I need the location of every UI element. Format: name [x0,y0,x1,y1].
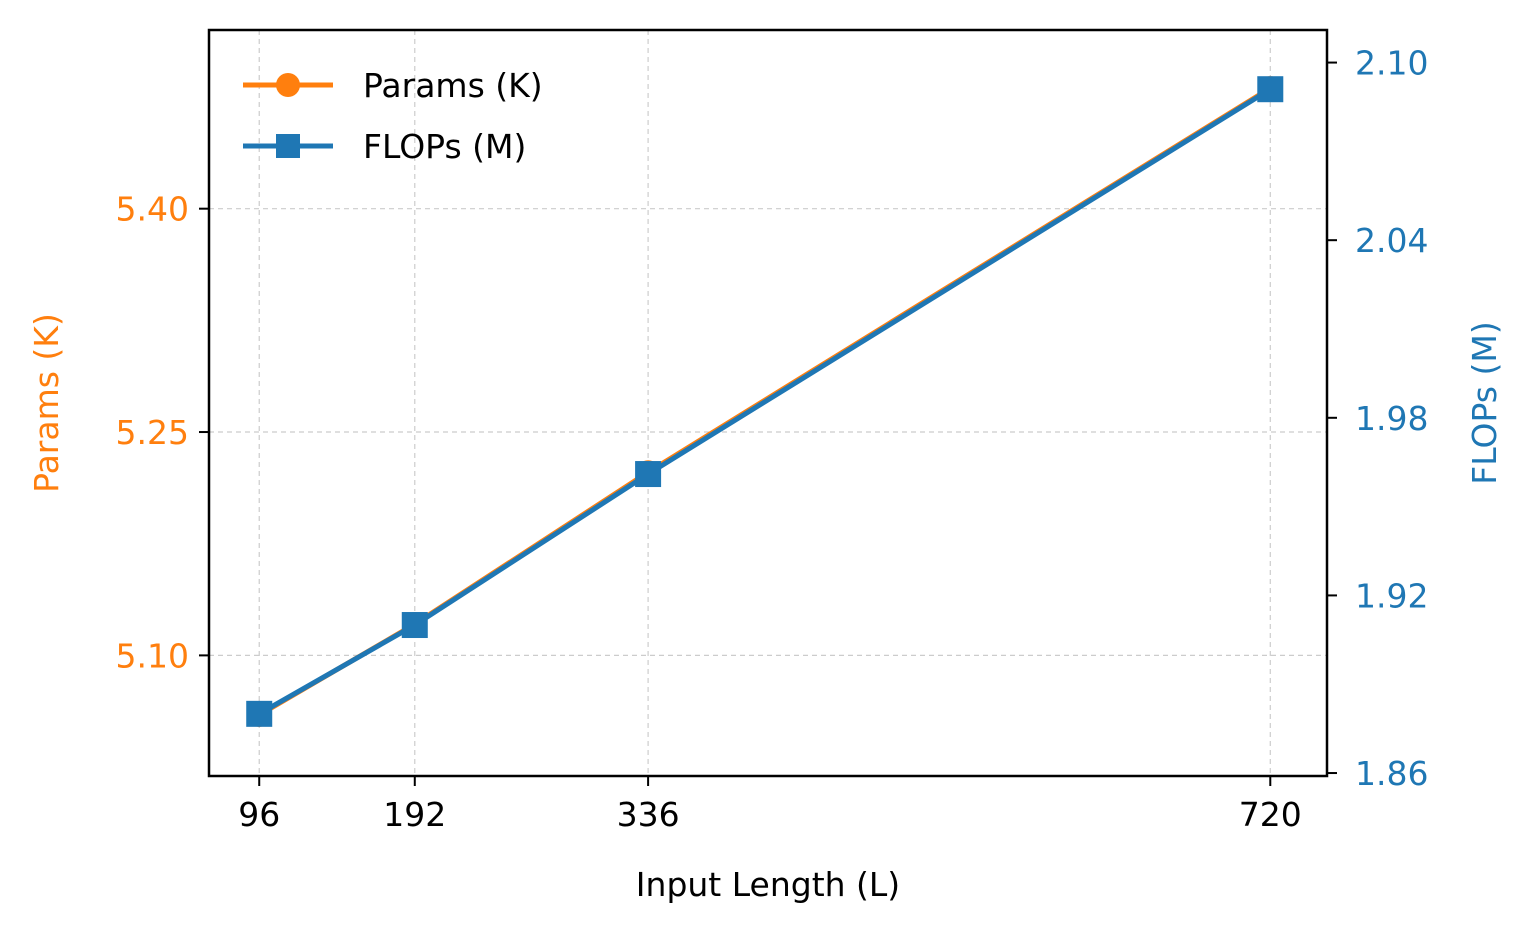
right-y-tick-label: 1.86 [1355,754,1428,793]
legend-item-flops: FLOPs (M) [243,127,526,166]
right-y-tick-label: 1.98 [1355,399,1428,438]
axis-layer: 96 192 336 720 5.10 5.25 5.40 1.86 1.92 1.98 2.04 2… [116,44,1429,834]
legend-marker-circle-icon [276,73,300,97]
legend: Params (K) FLOPs (M) [243,66,543,166]
x-tick-label: 336 [617,795,680,834]
left-y-tick-label: 5.25 [116,413,189,452]
left-y-tick-label: 5.40 [116,190,189,229]
right-y-tick-label: 2.10 [1355,44,1428,83]
legend-label-params: Params (K) [363,66,543,105]
data-point-flops [246,700,273,727]
data-point-flops [401,612,428,639]
left-y-tick-label: 5.10 [116,636,189,675]
data-point-flops [1257,76,1284,103]
x-tick-label: 720 [1239,795,1302,834]
data-point-flops [635,461,662,488]
legend-marker-square-icon [276,134,300,158]
x-axis-title: Input Length (L) [636,865,900,904]
right-y-axis-title: FLOPs (M) [1465,321,1504,484]
series-line-flops [257,87,1272,717]
x-tick-label: 192 [383,795,446,834]
series-layer [246,76,1284,727]
plot-frame [207,28,1329,778]
grid-layer [209,30,1327,776]
right-y-tick-label: 2.04 [1355,221,1428,260]
legend-item-params: Params (K) [243,66,543,105]
legend-label-flops: FLOPs (M) [363,127,526,166]
left-y-axis-title: Params (K) [27,313,66,493]
x-tick-label: 96 [238,795,280,834]
right-y-tick-label: 1.92 [1355,576,1428,615]
